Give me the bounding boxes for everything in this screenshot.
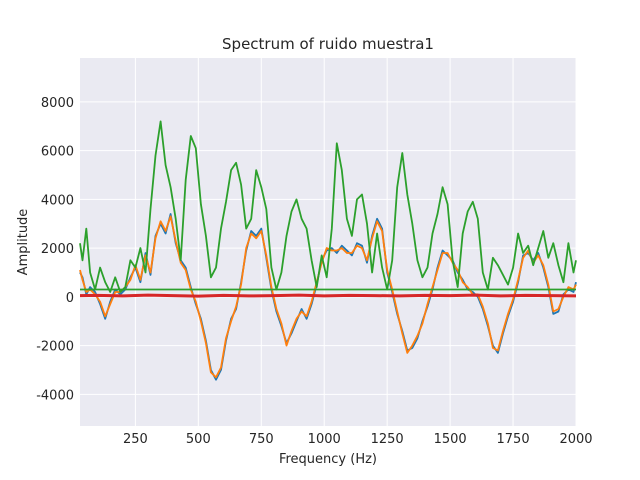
x-ticks: 250 500 750 1000 1250 1500 1750 2000 [123,432,593,447]
x-tick-label: 1250 [371,432,404,447]
chart-title: Spectrum of ruido muestra1 [222,35,434,53]
y-ticks: -4000 -2000 0 2000 4000 6000 8000 [36,96,74,403]
series-line-3 [79,120,577,293]
x-tick-label: 750 [249,432,274,447]
y-tick-label: 4000 [41,193,74,208]
x-tick-label: 250 [123,432,148,447]
y-axis-label: Amplitude [16,209,31,276]
x-tick-label: 1750 [497,432,530,447]
y-tick-label: 0 [66,291,74,306]
y-tick-label: 8000 [41,96,74,111]
y-tick-label: -2000 [36,340,74,355]
x-axis-label: Frequency (Hz) [279,452,377,467]
x-tick-label: 1000 [308,432,341,447]
x-tick-label: 2000 [559,432,592,447]
y-tick-label: 2000 [41,242,74,257]
plot-area [80,58,576,426]
x-tick-label: 1500 [434,432,467,447]
y-tick-label: -4000 [36,388,74,403]
series-line-2 [79,215,577,379]
x-tick-label: 500 [186,432,211,447]
y-tick-label: 6000 [41,145,74,160]
series-layer [79,120,577,381]
series-line-4 [79,293,577,298]
